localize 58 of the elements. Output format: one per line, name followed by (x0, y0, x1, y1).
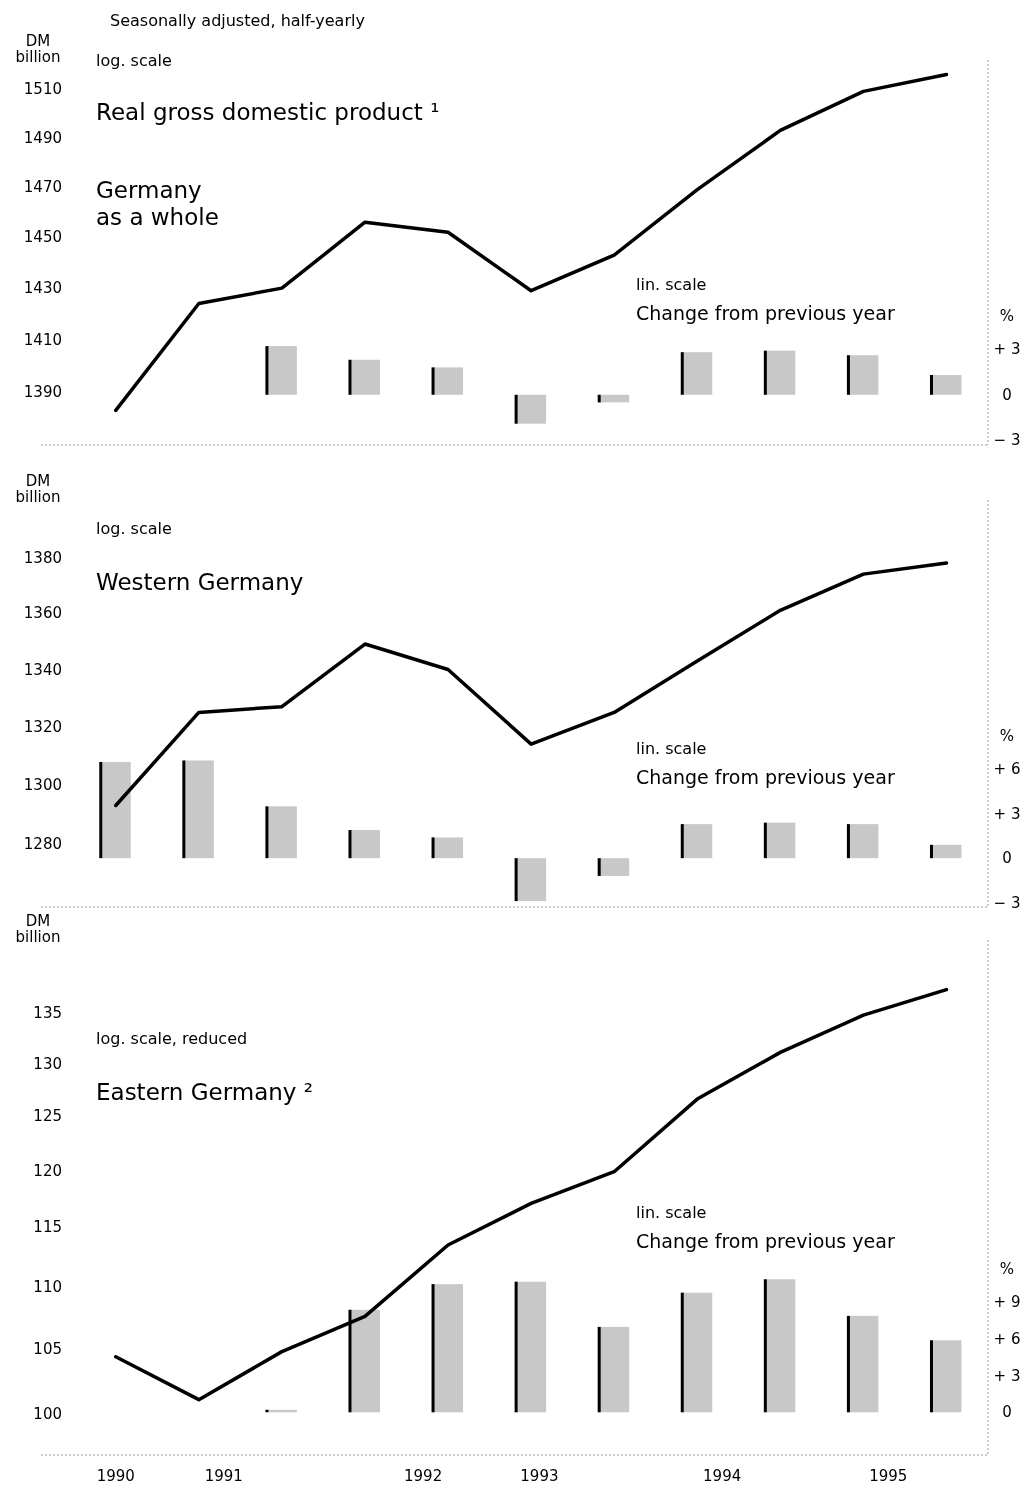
y-axis-title: DM billion (15, 32, 61, 66)
y2-tick-label: + 6 (993, 1330, 1021, 1349)
annotation: lin. scale (636, 1203, 707, 1222)
y-tick-label: 1450 (23, 228, 62, 247)
y2-tick-label: + 9 (993, 1293, 1021, 1312)
y-axis-title: DM billion (15, 912, 61, 946)
y2-axis-title: % (999, 307, 1015, 326)
annotation: log. scale (96, 519, 172, 538)
y-tick-label: 125 (33, 1107, 62, 1126)
y-tick-label: 1280 (23, 835, 62, 853)
text: Real gross domestic product ¹ (96, 99, 440, 125)
y-tick-label: 1510 (23, 79, 62, 98)
x-tick-label: 1995 (869, 1467, 908, 1485)
y-tick-label: 1390 (23, 382, 62, 401)
y-tick-label: 100 (33, 1405, 62, 1424)
annotation: log. scale (96, 51, 172, 70)
y-axis-title: DM billion (15, 472, 61, 506)
x-tick-label: 1991 (204, 1467, 243, 1485)
x-tick-label: 1992 (404, 1467, 443, 1485)
y-tick-label: 1430 (23, 279, 62, 298)
y-tick-label: 115 (33, 1218, 62, 1237)
y2-tick-label: + 3 (993, 1366, 1021, 1385)
annotation: Change from previous year (636, 302, 895, 324)
y-tick-label: 120 (33, 1161, 62, 1180)
y-tick-label: 110 (33, 1277, 62, 1296)
y-tick-label: 1380 (23, 548, 62, 567)
y2-tick-label: + 6 (993, 760, 1021, 779)
x-tick-label: 1994 (703, 1467, 742, 1485)
y2-tick-label: 0 (1002, 1403, 1012, 1422)
y2-tick-label: 0 (1002, 849, 1012, 868)
y-tick-label: 135 (33, 1004, 62, 1023)
y2-tick-label: − 3 (993, 431, 1021, 450)
y-tick-label: 105 (33, 1340, 62, 1359)
y2-tick-label: + 3 (993, 804, 1021, 823)
text: Western Germany (96, 569, 304, 595)
y-tick-label: 1320 (23, 717, 62, 736)
annotation: log. scale, reduced (96, 1029, 248, 1048)
y-tick-label: 1360 (23, 604, 62, 623)
x-tick-label: 1993 (520, 1467, 559, 1485)
y-tick-label: 1470 (23, 178, 62, 197)
annotation: lin. scale (636, 739, 707, 758)
y-tick-label: 1490 (23, 128, 62, 147)
y-tick-label: 1300 (23, 775, 62, 794)
text: Seasonally adjusted, half-yearly (110, 11, 365, 30)
y2-axis-title: % (999, 1260, 1015, 1279)
y2-axis-title: % (999, 727, 1015, 746)
y2-tick-label: − 3 (993, 893, 1021, 912)
y-tick-label: 1410 (23, 330, 62, 349)
annotation: Change from previous year (636, 766, 895, 788)
y2-tick-label: + 3 (993, 340, 1021, 359)
annotation: Change from previous year (636, 1230, 895, 1252)
y2-tick-label: 0 (1002, 385, 1012, 404)
x-tick-label: 1990 (96, 1467, 135, 1485)
annotation: lin. scale (636, 275, 707, 294)
text: Germany as a whole (96, 177, 219, 230)
text: Eastern Germany ² (96, 1079, 313, 1105)
y-tick-label: 130 (33, 1054, 62, 1073)
y-tick-label: 1340 (23, 660, 62, 679)
